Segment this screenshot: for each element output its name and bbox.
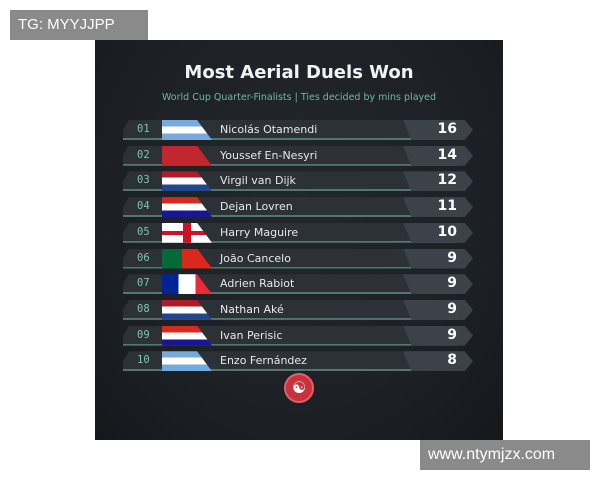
- score-value: 16: [437, 121, 457, 137]
- rank: 04: [137, 200, 150, 213]
- player-name: Adrien Rabiot: [220, 277, 295, 291]
- rank: 02: [137, 148, 150, 161]
- score-value: 10: [437, 223, 457, 240]
- player-name: Ivan Perisic: [220, 328, 283, 342]
- rank: 09: [137, 328, 150, 341]
- score-value: 12: [437, 172, 457, 189]
- score-value: 9: [447, 249, 457, 266]
- score-pill: 11: [403, 197, 473, 218]
- watermark-top-left: TG: MYYJJPP: [10, 10, 148, 40]
- flag-netherlands-icon: [162, 299, 212, 320]
- player-name: Nathan Aké: [220, 302, 284, 316]
- subtitle: World Cup Quarter-Finalists | Ties decid…: [161, 92, 437, 103]
- leaderboard-card: Most Aerial Duels Won World Cup Quarter-…: [95, 40, 503, 440]
- table-row: 05 Harry Maguire 10: [123, 222, 473, 243]
- table-row: 08 Nathan Aké 9: [123, 299, 473, 320]
- score-pill: 12: [403, 171, 473, 192]
- score-pill: 9: [403, 248, 473, 269]
- table-row: 01 Nicolás Otamendi 16: [123, 120, 473, 140]
- table-row: 09 Ivan Perisic 9: [123, 325, 473, 346]
- score-pill: 9: [403, 299, 473, 320]
- score-pill: 10: [403, 222, 473, 243]
- score-pill: 14: [403, 145, 473, 166]
- player-name: João Cancelo: [220, 251, 291, 265]
- flag-argentina-icon: [162, 351, 212, 372]
- score-value: 9: [447, 275, 457, 292]
- score-value: 8: [447, 352, 457, 369]
- score-pill: 9: [403, 274, 473, 295]
- score-value: 9: [447, 326, 457, 343]
- flag-morocco-icon: [162, 145, 212, 166]
- flag-france-icon: [162, 274, 212, 295]
- score-value: 11: [437, 198, 457, 215]
- table-row: 07 Adrien Rabiot 9: [123, 274, 473, 295]
- table-row: 10 Enzo Fernández 8: [123, 351, 473, 372]
- table-row: 03 Virgil van Dijk 12: [123, 171, 473, 192]
- player-name: Youssef En-Nesyri: [220, 148, 318, 162]
- flag-netherlands-icon: [162, 171, 212, 192]
- score-value: 14: [437, 146, 457, 163]
- rank: 10: [137, 354, 150, 367]
- score-pill: 16: [403, 120, 473, 140]
- table-row: 02 Youssef En-Nesyri 14: [123, 145, 473, 166]
- rank: 07: [137, 277, 150, 290]
- rank: 01: [137, 123, 150, 135]
- flag-argentina-icon: [162, 120, 212, 140]
- score-value: 9: [447, 300, 457, 317]
- rank: 06: [137, 251, 150, 264]
- flag-croatia-icon: [162, 197, 212, 218]
- rank: 05: [137, 225, 150, 238]
- table-row: 04 Dejan Lovren 11: [123, 197, 473, 218]
- player-name: Harry Maguire: [220, 225, 299, 239]
- player-name: Nicolás Otamendi: [220, 123, 318, 136]
- flag-england-icon: [162, 222, 212, 243]
- table-row: 06 João Cancelo 9: [123, 248, 473, 269]
- player-name: Enzo Fernández: [220, 354, 307, 368]
- watermark-bottom-right: www.ntymjzx.com: [420, 440, 590, 470]
- score-pill: 8: [403, 351, 473, 372]
- rank: 03: [137, 174, 150, 187]
- rank: 08: [137, 302, 150, 315]
- player-name: Virgil van Dijk: [220, 174, 296, 188]
- brand-logo-icon: ☯: [284, 373, 314, 403]
- score-pill: 9: [403, 325, 473, 346]
- page-title: Most Aerial Duels Won: [184, 62, 414, 83]
- player-name: Dejan Lovren: [220, 200, 293, 214]
- flag-croatia-icon: [162, 325, 212, 346]
- flag-portugal-icon: [162, 248, 212, 269]
